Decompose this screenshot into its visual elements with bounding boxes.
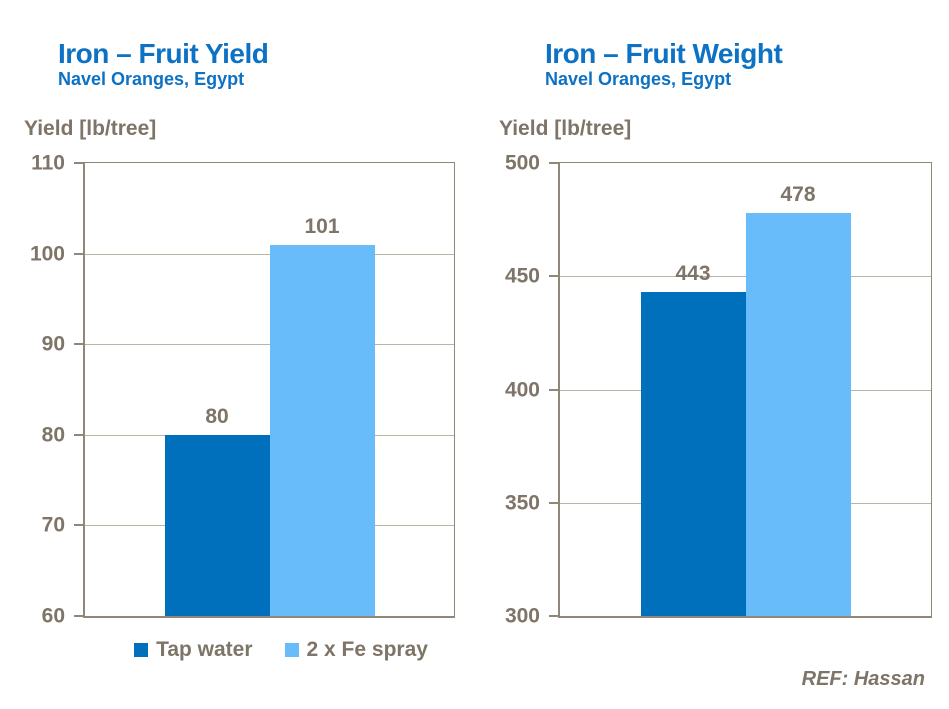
y-tick-label: 500 (504, 151, 540, 175)
y-tick-label: 90 (41, 332, 65, 356)
y-tick-label: 60 (41, 604, 65, 628)
axis-tick-mark (74, 524, 83, 527)
y-tick-label: 350 (504, 491, 540, 515)
y-tick-label: 450 (504, 264, 540, 288)
legend-swatch-fe-spray (284, 642, 299, 657)
axis-tick-mark (549, 388, 558, 391)
data-label-2-x-fe-spray: 101 (304, 215, 340, 238)
axis-tick-mark (549, 162, 558, 164)
bar-2-x-fe-spray (745, 213, 851, 616)
axis-tick-mark (74, 252, 83, 255)
axis-tick-mark (74, 162, 83, 164)
chart-title: Iron – Fruit Yield (58, 38, 269, 69)
bar-tap-water (164, 435, 270, 616)
chart-title: Iron – Fruit Weight (545, 38, 783, 69)
plot-area: 500 450 400 350 300 443 478 (505, 153, 932, 627)
data-label-tap-water: 443 (675, 262, 711, 285)
data-label-2-x-fe-spray: 478 (780, 183, 816, 206)
ref-note: REF: Hassan (801, 668, 925, 690)
axis-tick-mark (74, 343, 83, 346)
bar-2-x-fe-spray (269, 245, 375, 616)
chart-subtitle: Navel Oranges, Egypt (58, 69, 245, 89)
y-tick-label: 80 (41, 423, 65, 447)
y-tick-label: 100 (29, 242, 65, 266)
bar-tap-water (640, 292, 746, 616)
legend-label-fe-spray: 2 x Fe spray (306, 638, 428, 661)
y-tick-label: 400 (504, 378, 540, 401)
legend-swatch-tap-water (134, 642, 149, 657)
y-tick-label: 110 (31, 151, 65, 175)
legend-item-tap-water: Tap water (134, 638, 253, 661)
y-axis-unit-label: Yield [lb/tree] (24, 117, 157, 140)
data-label-tap-water: 80 (205, 405, 229, 428)
plot-area: 110 100 90 80 70 60 80 101 (30, 153, 455, 627)
y-tick-label: 300 (504, 604, 540, 628)
axis-tick-mark (74, 433, 83, 436)
y-tick-label: 70 (41, 513, 65, 537)
chart-subtitle: Navel Oranges, Egypt (545, 69, 732, 89)
axis-tick-mark (549, 615, 558, 617)
axis-tick-mark (549, 275, 558, 278)
axis-tick-mark (549, 501, 558, 504)
legend-label-tap-water: Tap water (156, 638, 253, 661)
legend-item-fe-spray: 2 x Fe spray (284, 638, 428, 661)
axis-tick-mark (74, 615, 83, 617)
legend: Tap water 2 x Fe spray (95, 639, 467, 660)
y-axis-unit-label: Yield [lb/tree] (499, 117, 632, 140)
